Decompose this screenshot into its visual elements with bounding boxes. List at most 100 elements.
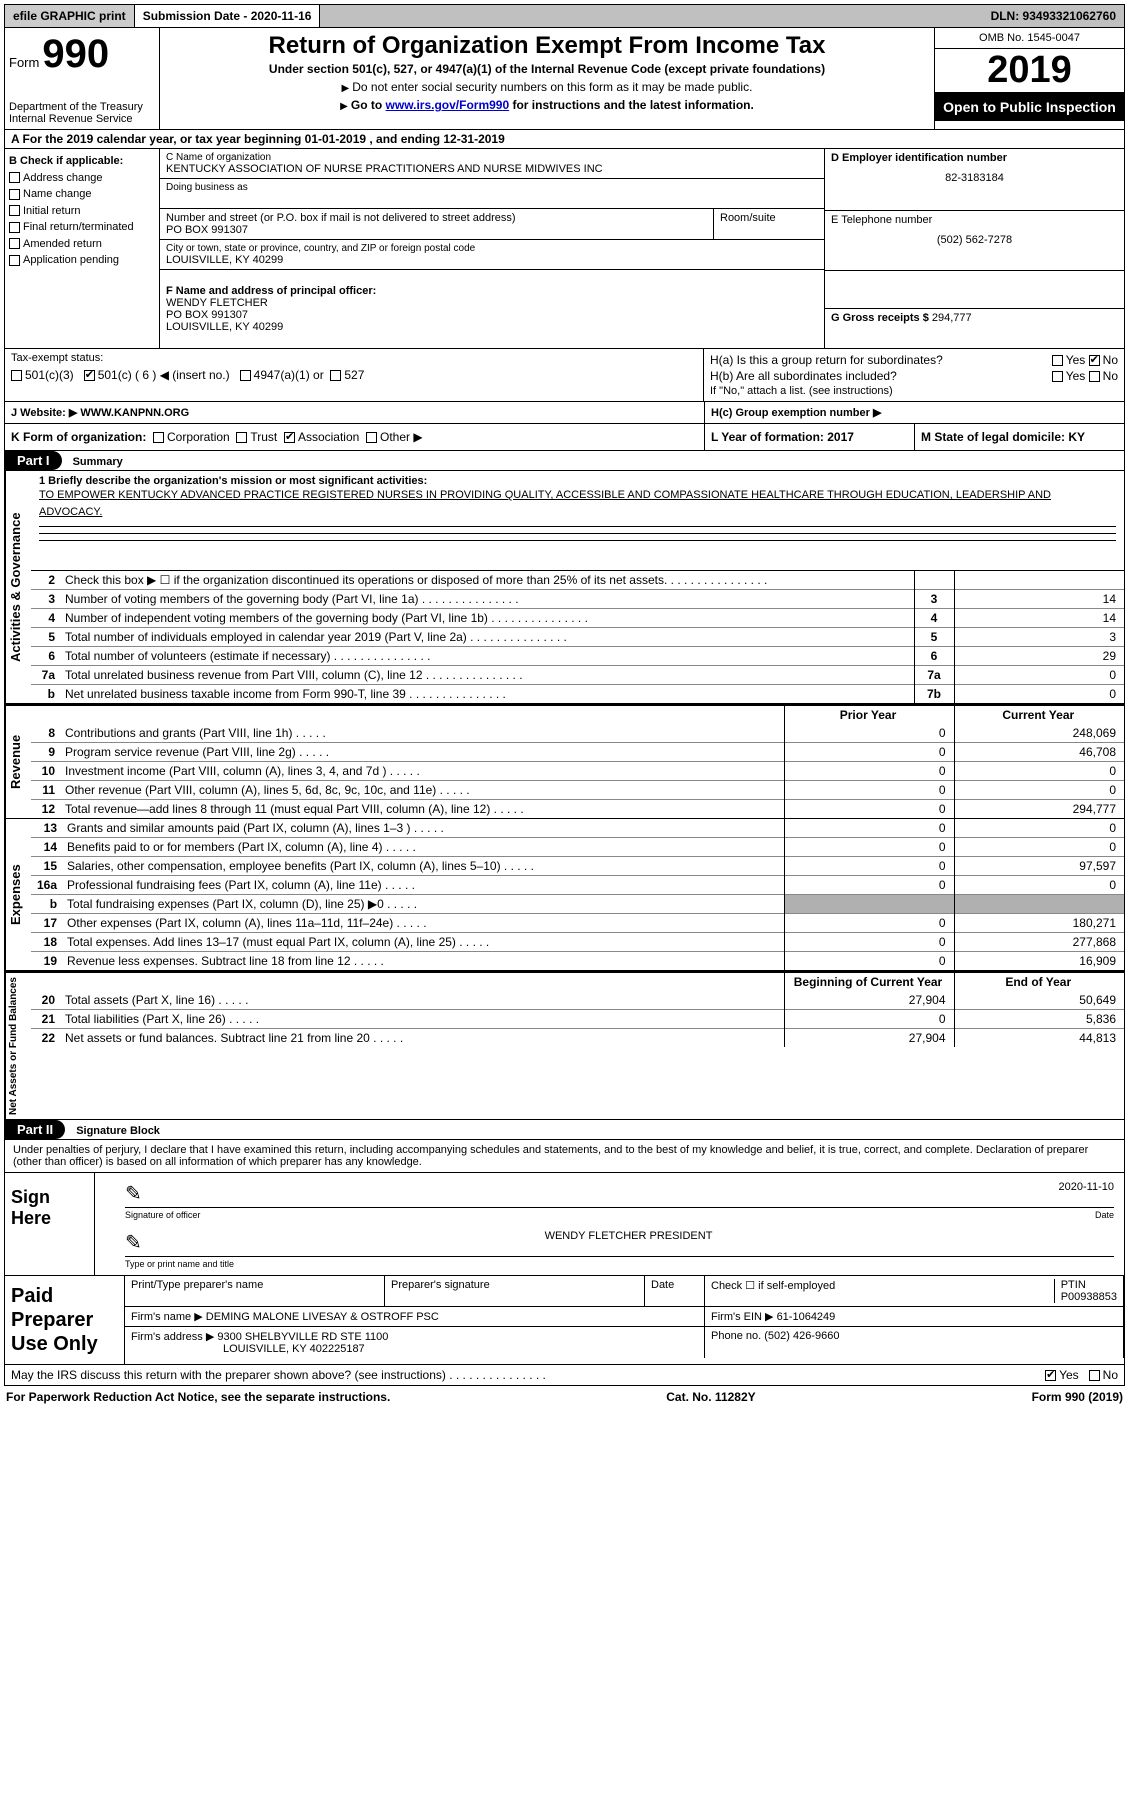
opt-4947: 4947(a)(1) or bbox=[254, 368, 324, 382]
section-bcd: B Check if applicable: Address change Na… bbox=[4, 149, 1125, 349]
chk-501c3[interactable] bbox=[11, 370, 22, 381]
self-employed-label: Check ☐ if self-employed bbox=[711, 1280, 835, 1292]
form-subtitle: Under section 501(c), 527, or 4947(a)(1)… bbox=[168, 62, 926, 76]
table-row: 11Other revenue (Part VIII, column (A), … bbox=[31, 781, 1124, 800]
ptin-label: PTIN bbox=[1061, 1279, 1086, 1291]
lbl-address-change: Address change bbox=[23, 172, 103, 184]
prep-sig-hdr: Preparer's signature bbox=[385, 1276, 645, 1307]
omb-number: OMB No. 1545-0047 bbox=[935, 28, 1124, 49]
chk-app-pending[interactable] bbox=[9, 255, 20, 266]
governance-table: 2Check this box ▶ ☐ if the organization … bbox=[31, 571, 1124, 703]
paid-preparer-block: Paid Preparer Use Only Print/Type prepar… bbox=[4, 1276, 1125, 1365]
firm-phone-label: Phone no. bbox=[711, 1330, 761, 1342]
hdr-beg: Beginning of Current Year bbox=[784, 973, 954, 991]
part2-bar: Part II bbox=[5, 1120, 65, 1139]
expenses-section: Expenses 13Grants and similar amounts pa… bbox=[4, 819, 1125, 971]
table-row: 20Total assets (Part X, line 16)27,90450… bbox=[31, 991, 1124, 1010]
chk-4947[interactable] bbox=[240, 370, 251, 381]
chk-address-change[interactable] bbox=[9, 172, 20, 183]
expenses-table: 13Grants and similar amounts paid (Part … bbox=[31, 819, 1124, 970]
discuss-question: May the IRS discuss this return with the… bbox=[11, 1368, 446, 1382]
part1-header: Part I Summary bbox=[4, 451, 1125, 471]
table-row: 19Revenue less expenses. Subtract line 1… bbox=[31, 952, 1124, 971]
side-revenue: Revenue bbox=[5, 706, 31, 818]
table-row: 5Total number of individuals employed in… bbox=[31, 628, 1124, 647]
chk-amended[interactable] bbox=[9, 238, 20, 249]
chk-ha-yes[interactable] bbox=[1052, 355, 1063, 366]
table-row: 21Total liabilities (Part X, line 26)05,… bbox=[31, 1010, 1124, 1029]
lbl-amended: Amended return bbox=[23, 238, 102, 250]
chk-assoc[interactable] bbox=[284, 432, 295, 443]
firm-addr: 9300 SHELBYVILLE RD STE 1100 bbox=[217, 1331, 388, 1343]
form-word: Form bbox=[9, 55, 39, 70]
hdr-curr: Current Year bbox=[954, 706, 1124, 724]
chk-discuss-no[interactable] bbox=[1089, 1370, 1100, 1381]
ha-no: No bbox=[1103, 353, 1118, 367]
instr-ssn: Do not enter social security numbers on … bbox=[352, 80, 752, 94]
hdr-end: End of Year bbox=[954, 973, 1124, 991]
firm-addr2: LOUISVILLE, KY 402225187 bbox=[223, 1343, 365, 1355]
side-expenses: Expenses bbox=[5, 819, 31, 970]
gross-label: G Gross receipts $ bbox=[831, 312, 929, 324]
website-row: J Website: ▶ WWW.KANPNN.ORG H(c) Group e… bbox=[4, 402, 1125, 424]
hdr-prior: Prior Year bbox=[784, 706, 954, 724]
lbl-app-pending: Application pending bbox=[23, 254, 119, 266]
chk-ha-no[interactable] bbox=[1089, 355, 1100, 366]
phone-value: (502) 562-7278 bbox=[831, 234, 1118, 246]
table-row: 9Program service revenue (Part VIII, lin… bbox=[31, 743, 1124, 762]
dept-label: Department of the Treasury Internal Reve… bbox=[9, 101, 155, 125]
instr-goto-pre: Go to bbox=[351, 98, 386, 112]
chk-trust[interactable] bbox=[236, 432, 247, 443]
firm-addr-label: Firm's address ▶ bbox=[131, 1331, 214, 1343]
table-row: 18Total expenses. Add lines 13–17 (must … bbox=[31, 933, 1124, 952]
chk-hb-yes[interactable] bbox=[1052, 371, 1063, 382]
opt-trust: Trust bbox=[250, 430, 277, 444]
table-row: 14Benefits paid to or for members (Part … bbox=[31, 838, 1124, 857]
col-b-title: B Check if applicable: bbox=[9, 155, 123, 167]
chk-501c[interactable] bbox=[84, 370, 95, 381]
chk-initial-return[interactable] bbox=[9, 205, 20, 216]
pen-icon-2: ✎ bbox=[125, 1230, 143, 1255]
chk-name-change[interactable] bbox=[9, 189, 20, 200]
opt-501c: 501(c) ( 6 ) ◀ (insert no.) bbox=[98, 368, 230, 382]
chk-final-return[interactable] bbox=[9, 222, 20, 233]
sign-here-label: Sign Here bbox=[5, 1173, 95, 1275]
side-governance: Activities & Governance bbox=[5, 471, 31, 703]
col-d-right: D Employer identification number 82-3183… bbox=[824, 149, 1124, 348]
cat-no: Cat. No. 11282Y bbox=[666, 1390, 755, 1404]
chk-discuss-yes[interactable] bbox=[1045, 1370, 1056, 1381]
chk-corp[interactable] bbox=[153, 432, 164, 443]
discuss-no: No bbox=[1103, 1368, 1118, 1382]
chk-other[interactable] bbox=[366, 432, 377, 443]
sig-date-caption: Date bbox=[1095, 1210, 1114, 1220]
tax-status-row: Tax-exempt status: 501(c)(3) 501(c) ( 6 … bbox=[4, 349, 1125, 402]
lbl-final-return: Final return/terminated bbox=[23, 221, 134, 233]
paid-preparer-label: Paid Preparer Use Only bbox=[5, 1276, 125, 1364]
city-state-zip: LOUISVILLE, KY 40299 bbox=[166, 254, 818, 266]
table-row: 10Investment income (Part VIII, column (… bbox=[31, 762, 1124, 781]
irs-link[interactable]: www.irs.gov/Form990 bbox=[386, 98, 510, 112]
part2-title: Signature Block bbox=[68, 1122, 168, 1140]
sig-declaration: Under penalties of perjury, I declare th… bbox=[4, 1140, 1125, 1173]
table-row: 16aProfessional fundraising fees (Part I… bbox=[31, 876, 1124, 895]
efile-print-button[interactable]: efile GRAPHIC print bbox=[5, 5, 135, 27]
org-name-label: C Name of organization bbox=[166, 152, 818, 163]
prep-name-hdr: Print/Type preparer's name bbox=[125, 1276, 385, 1307]
k-row: K Form of organization: Corporation Trus… bbox=[4, 424, 1125, 451]
opt-527: 527 bbox=[344, 368, 364, 382]
discuss-row: May the IRS discuss this return with the… bbox=[4, 1365, 1125, 1386]
table-row: 22Net assets or fund balances. Subtract … bbox=[31, 1029, 1124, 1048]
firm-name: DEMING MALONE LIVESAY & OSTROFF PSC bbox=[206, 1311, 439, 1323]
chk-527[interactable] bbox=[330, 370, 341, 381]
opt-assoc: Association bbox=[298, 430, 359, 444]
lbl-initial-return: Initial return bbox=[23, 205, 80, 217]
state-domicile: M State of legal domicile: KY bbox=[921, 430, 1085, 444]
sign-here-block: Sign Here ✎2020-11-10 Signature of offic… bbox=[4, 1173, 1125, 1276]
opt-corp: Corporation bbox=[167, 430, 230, 444]
city-label: City or town, state or province, country… bbox=[166, 243, 818, 254]
opt-other: Other ▶ bbox=[380, 430, 423, 444]
officer-label: F Name and address of principal officer: bbox=[166, 285, 376, 297]
table-row: 8Contributions and grants (Part VIII, li… bbox=[31, 724, 1124, 743]
table-row: 17Other expenses (Part IX, column (A), l… bbox=[31, 914, 1124, 933]
chk-hb-no[interactable] bbox=[1089, 371, 1100, 382]
